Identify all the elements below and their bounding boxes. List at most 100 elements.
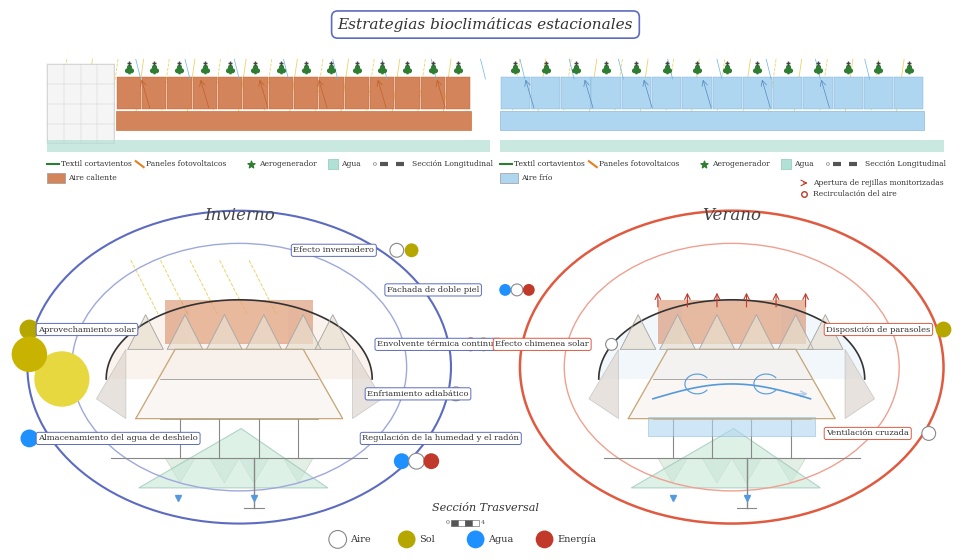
Text: Sección Longitudinal: Sección Longitudinal [864,160,946,168]
Text: Envolvente térmica continua: Envolvente térmica continua [377,340,499,348]
Bar [142,77,167,109]
Polygon shape [845,349,874,419]
Circle shape [398,530,416,548]
Bar [863,77,893,109]
Bar [500,173,518,183]
Text: Ventilación cruzada: Ventilación cruzada [826,430,909,437]
Bar [192,77,217,109]
Text: 0: 0 [446,520,450,525]
Bar [47,64,114,143]
Bar [682,302,781,342]
Text: Aerogenerador: Aerogenerador [712,160,769,168]
Polygon shape [739,315,774,349]
Circle shape [449,387,463,401]
Text: Textil cortavientos: Textil cortavientos [514,160,585,168]
Bar [190,302,288,342]
Circle shape [423,453,439,469]
Bar [743,77,772,109]
Bar [712,77,742,109]
Bar [166,300,313,344]
Bar [218,77,242,109]
Polygon shape [628,349,835,419]
Text: Aprovechamiento solar: Aprovechamiento solar [38,325,136,334]
Text: Verano: Verano [703,207,761,224]
Polygon shape [283,458,313,483]
Text: Sección Longitudinal: Sección Longitudinal [412,160,493,168]
Bar [47,173,65,183]
Bar [781,159,791,169]
Bar [446,77,470,109]
Circle shape [464,338,477,351]
Polygon shape [207,315,242,349]
Bar [243,77,268,109]
Text: Fachada de doble piel: Fachada de doble piel [387,286,479,294]
Polygon shape [778,315,813,349]
Bar [471,520,478,525]
Bar [658,300,806,344]
Text: Paneles fotovoltaicos: Paneles fotovoltaicos [146,160,226,168]
Text: Aerogenerador: Aerogenerador [259,160,317,168]
Text: 0: 0 [825,162,829,167]
Bar [369,77,394,109]
Bar [500,141,944,152]
Polygon shape [776,458,806,483]
Text: Agua: Agua [794,160,813,168]
Circle shape [390,244,404,257]
Bar [117,77,141,109]
Circle shape [936,321,952,338]
Bar [500,111,924,130]
Bar [804,77,833,109]
Polygon shape [246,315,281,349]
Bar [531,77,561,109]
Polygon shape [599,300,864,379]
Bar [47,141,490,152]
Text: Disposición de parasoles: Disposición de parasoles [826,325,931,334]
Bar [648,417,815,436]
Bar [501,77,530,109]
Circle shape [12,337,47,372]
Text: Recirculación del aire: Recirculación del aire [813,190,898,198]
Text: Sol: Sol [419,535,435,544]
Bar [116,111,470,130]
Polygon shape [315,315,351,349]
Circle shape [329,530,347,548]
Bar [420,77,445,109]
Text: Almacenamiento del agua de deshielo: Almacenamiento del agua de deshielo [38,435,198,442]
Circle shape [405,244,418,257]
Text: Agua: Agua [341,160,361,168]
Text: Efecto invernadero: Efecto invernadero [293,246,374,254]
Text: Estrategias bioclimáticas estacionales: Estrategias bioclimáticas estacionales [338,17,633,32]
Bar [682,77,711,109]
Circle shape [409,453,424,469]
Polygon shape [631,428,820,488]
Bar [894,77,923,109]
Polygon shape [808,315,843,349]
Text: Efecto chimenea solar: Efecto chimenea solar [495,340,589,348]
Circle shape [466,530,484,548]
Bar [465,520,471,525]
Polygon shape [239,458,269,483]
Circle shape [21,430,38,447]
Text: Aire: Aire [351,535,371,544]
Text: Enfriamiento adiabático: Enfriamiento adiabático [368,390,468,398]
Polygon shape [166,458,195,483]
Polygon shape [703,458,732,483]
Text: Agua: Agua [488,535,514,544]
Text: 4: 4 [480,520,485,525]
Circle shape [922,427,936,440]
Polygon shape [285,315,321,349]
Bar [345,77,368,109]
Polygon shape [589,349,618,419]
Circle shape [512,284,523,296]
Circle shape [20,320,39,339]
Text: Energía: Energía [558,535,597,544]
Text: Sección Trasversal: Sección Trasversal [432,503,539,513]
Polygon shape [732,458,761,483]
Polygon shape [106,300,372,379]
Bar [168,77,191,109]
Bar [458,520,465,525]
Bar [652,77,681,109]
Polygon shape [620,315,656,349]
Circle shape [34,351,89,407]
Bar [319,77,344,109]
